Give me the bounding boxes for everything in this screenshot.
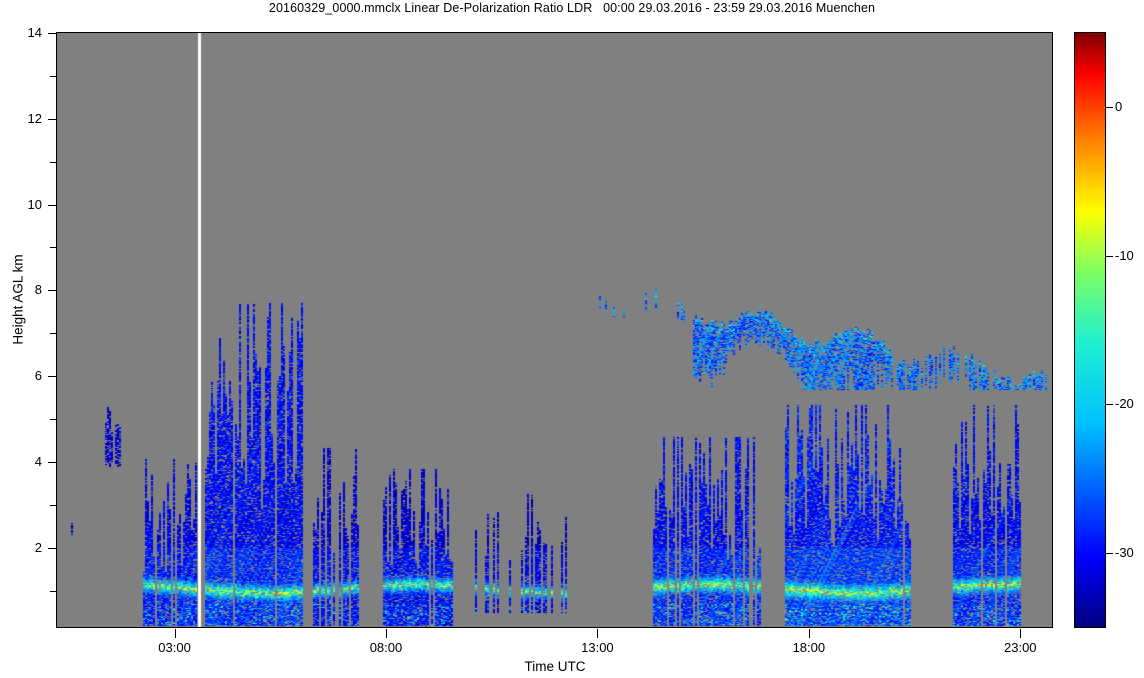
y-tick-major <box>48 33 56 34</box>
y-tick-minor <box>50 75 56 77</box>
y-tick-major <box>48 461 56 463</box>
y-tick-label: 12 <box>27 110 42 126</box>
y-tick-major <box>48 290 56 292</box>
x-tick-label: 13:00 <box>581 640 614 655</box>
y-tick-minor <box>50 504 56 506</box>
colorbar-tick-label: -20 <box>1115 396 1134 412</box>
y-tick-major <box>48 118 56 120</box>
radar-heatmap-canvas <box>57 33 1052 627</box>
y-tick-major <box>48 204 56 206</box>
y-tick-minor <box>50 590 56 592</box>
y-tick-major <box>48 376 56 378</box>
y-tick-minor <box>50 161 56 163</box>
y-tick-label: 10 <box>27 196 42 212</box>
x-tick-major <box>174 629 176 638</box>
x-tick-label: 03:00 <box>158 640 191 655</box>
y-tick-minor <box>50 333 56 335</box>
plot-canvas-area <box>56 32 1053 628</box>
x-tick-major <box>597 629 599 638</box>
x-tick-label: 08:00 <box>369 640 403 655</box>
x-axis-title: Time UTC <box>524 659 586 674</box>
y-tick-label: 14 <box>27 25 42 40</box>
colorbar-tick <box>1106 552 1113 554</box>
colorbar-tick-label: -10 <box>1115 247 1134 263</box>
colorbar-tick <box>1106 107 1113 109</box>
colorbar <box>1074 32 1106 628</box>
y-axis-title: Height AGL km <box>10 254 26 345</box>
x-tick-major <box>385 629 387 638</box>
x-tick-major <box>1020 629 1022 638</box>
colorbar-tick <box>1106 404 1113 406</box>
y-tick-major <box>48 547 56 549</box>
y-tick-label: 6 <box>34 368 42 384</box>
x-tick-label: 23:00 <box>1004 640 1037 655</box>
y-tick-minor <box>50 418 56 420</box>
colorbar-tick-label: 0 <box>1115 99 1123 115</box>
colorbar-gradient <box>1075 33 1105 627</box>
colorbar-tick-label: -30 <box>1115 544 1134 560</box>
x-tick-label: 18:00 <box>792 640 826 655</box>
x-tick-major <box>808 629 810 638</box>
page-title: 20160329_0000.mmclx Linear De-Polarizati… <box>268 1 876 15</box>
y-tick-minor <box>50 247 56 249</box>
y-tick-label: 4 <box>34 453 42 469</box>
y-tick-label: 2 <box>34 539 42 555</box>
y-tick-label: 8 <box>34 282 42 298</box>
colorbar-tick <box>1106 255 1113 257</box>
